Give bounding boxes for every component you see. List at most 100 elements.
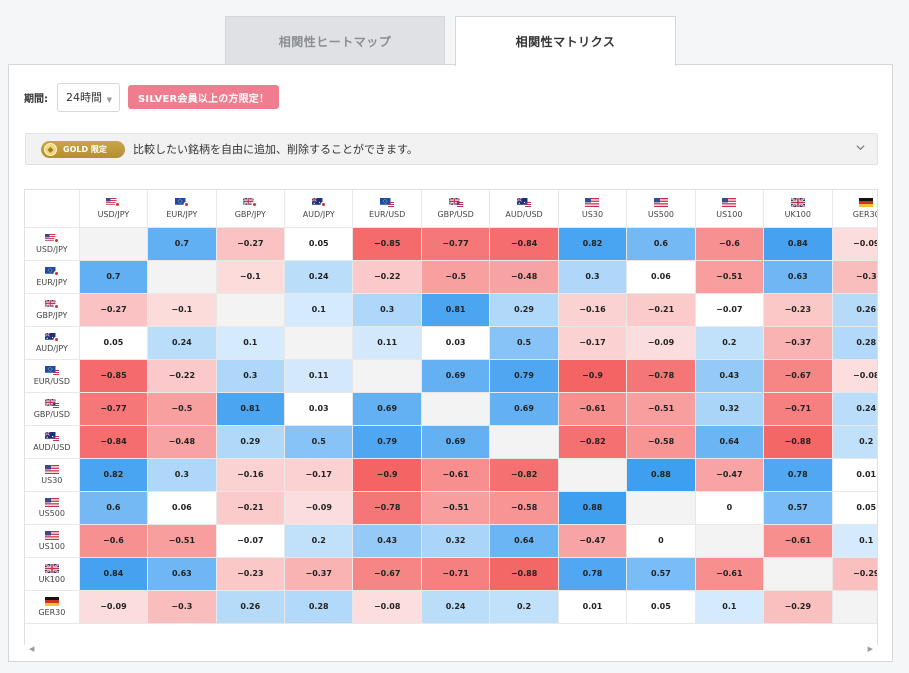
row-header: US30: [25, 458, 80, 492]
matrix-cell: −0.61: [558, 392, 628, 426]
matrix-cell: −0.08: [352, 590, 422, 624]
scroll-right-arrow-icon[interactable]: ▶: [867, 645, 873, 653]
matrix-cell: 0.1: [216, 326, 286, 360]
matrix-cell: −0.51: [147, 524, 217, 558]
matrix-cell: −0.27: [79, 293, 149, 327]
matrix-cell: 0.11: [284, 359, 354, 393]
matrix-cell-diagonal: [695, 524, 765, 558]
row-header-label: USD/JPY: [36, 244, 68, 254]
scroll-left-arrow-icon[interactable]: ◀: [29, 645, 35, 653]
us-jp-flag-icon: [106, 197, 121, 207]
matrix-cell: −0.88: [489, 557, 559, 591]
period-label: 期間:: [24, 93, 48, 105]
matrix-cell: −0.09: [284, 491, 354, 525]
us-jp-flag-icon: [44, 233, 59, 243]
matrix-cell-diagonal: [284, 326, 354, 360]
matrix-cell: 0.29: [489, 293, 559, 327]
column-header: EUR/USD: [352, 190, 422, 228]
matrix-cell: 0.57: [763, 491, 833, 525]
column-header-label: GBP/JPY: [234, 209, 266, 219]
matrix-cell: 0.82: [558, 227, 628, 261]
matrix-cell: 0.32: [421, 524, 491, 558]
matrix-cell-diagonal: [763, 557, 833, 591]
matrix-cell: 0.43: [352, 524, 422, 558]
matrix-cell-diagonal: [421, 392, 491, 426]
de-flag-icon: [44, 596, 59, 606]
matrix-cell: 0.05: [832, 491, 877, 525]
matrix-cell: 0.82: [79, 458, 149, 492]
matrix-cell: 0.11: [352, 326, 422, 360]
matrix-cell: 0.43: [695, 359, 765, 393]
matrix-cell: 0.2: [489, 590, 559, 624]
horizontal-scrollbar[interactable]: ◀ ▶: [24, 645, 878, 655]
tab-heatmap[interactable]: 相関性ヒートマップ: [225, 16, 445, 65]
row-header-label: UK100: [38, 574, 66, 584]
row-header: AUD/JPY: [25, 326, 80, 360]
matrix-cell: 0.88: [558, 491, 628, 525]
matrix-cell: −0.9: [558, 359, 628, 393]
matrix-cell: −0.22: [352, 260, 422, 294]
column-header-label: GER30: [852, 209, 878, 219]
column-header: US100: [695, 190, 765, 228]
matrix-cell: −0.17: [284, 458, 354, 492]
matrix-cell: 0.28: [284, 590, 354, 624]
tab-matrix[interactable]: 相関性マトリクス: [455, 16, 676, 66]
matrix-row: AUD/USD −0.84 −0.48 0.29 0.5 0.79 0.69 −0.82 −0.…: [25, 425, 877, 459]
matrix-cell: 0.32: [695, 392, 765, 426]
matrix-cell-diagonal: [352, 359, 422, 393]
eu-us-flag-icon: [380, 197, 395, 207]
matrix-cell: −0.78: [626, 359, 696, 393]
matrix-cell: 0: [626, 524, 696, 558]
matrix-cell: 0.1: [832, 524, 877, 558]
row-header: US100: [25, 524, 80, 558]
matrix-cell: −0.1: [147, 293, 217, 327]
matrix-cell: −0.16: [558, 293, 628, 327]
column-header-label: USD/JPY: [97, 209, 130, 219]
matrix-cell: −0.61: [695, 557, 765, 591]
matrix-cell: −0.17: [558, 326, 628, 360]
row-header-label: US30: [41, 475, 63, 485]
us-flag-icon: [722, 197, 737, 207]
matrix-cell: −0.29: [763, 590, 833, 624]
matrix-cell: −0.07: [216, 524, 286, 558]
gb-flag-icon: [790, 197, 805, 207]
period-select[interactable]: 24時間 ▼: [57, 82, 120, 112]
matrix-cell: −0.71: [763, 392, 833, 426]
eu-us-flag-icon: [44, 365, 59, 375]
matrix-cell: 0.63: [147, 557, 217, 591]
chevron-down-icon: ▼: [106, 95, 112, 104]
gold-feature-bar[interactable]: ◆ GOLD 限定 比較したい銘柄を自由に追加、削除することができます。: [25, 133, 878, 165]
matrix-cell: 0.03: [421, 326, 491, 360]
matrix-cell: 0.84: [79, 557, 149, 591]
row-header: GBP/JPY: [25, 293, 80, 327]
matrix-cell: 0.03: [284, 392, 354, 426]
row-header-label: GBP/JPY: [36, 310, 68, 320]
matrix-cell: 0.5: [489, 326, 559, 360]
matrix-cell: −0.09: [832, 227, 877, 261]
matrix-cell-diagonal: [79, 227, 149, 261]
row-header: US500: [25, 491, 80, 525]
chevron-down-icon[interactable]: [856, 143, 865, 152]
matrix-cell: −0.51: [695, 260, 765, 294]
matrix-cell: 0.78: [558, 557, 628, 591]
matrix-cell: 0.05: [284, 227, 354, 261]
gb-jp-flag-icon: [243, 197, 258, 207]
matrix-cell: −0.84: [79, 425, 149, 459]
row-header-label: EUR/JPY: [36, 277, 68, 287]
matrix-cell: 0.2: [284, 524, 354, 558]
tab-bar: 相関性ヒートマップ 相関性マトリクス: [225, 16, 677, 66]
column-header: US30: [558, 190, 628, 228]
matrix-cell: 0.69: [352, 392, 422, 426]
matrix-cell: −0.47: [695, 458, 765, 492]
matrix-cell: 0.28: [832, 326, 877, 360]
matrix-cell: −0.21: [216, 491, 286, 525]
matrix-cell: 0.26: [832, 293, 877, 327]
gold-badge: ◆ GOLD 限定: [41, 140, 125, 158]
matrix-cell: 0.2: [695, 326, 765, 360]
matrix-cell: 0.06: [626, 260, 696, 294]
matrix-cell: −0.82: [489, 458, 559, 492]
matrix-row: GER30 −0.09 −0.3 0.26 0.28 −0.08 0.24 0.2 0.01 0.…: [25, 590, 877, 624]
matrix-cell: −0.67: [352, 557, 422, 591]
correlation-matrix: USD/JPY EUR/JPY GBP/JPY AUD/JPY EUR/USD GBP/U…: [24, 189, 878, 646]
column-header: US500: [626, 190, 696, 228]
